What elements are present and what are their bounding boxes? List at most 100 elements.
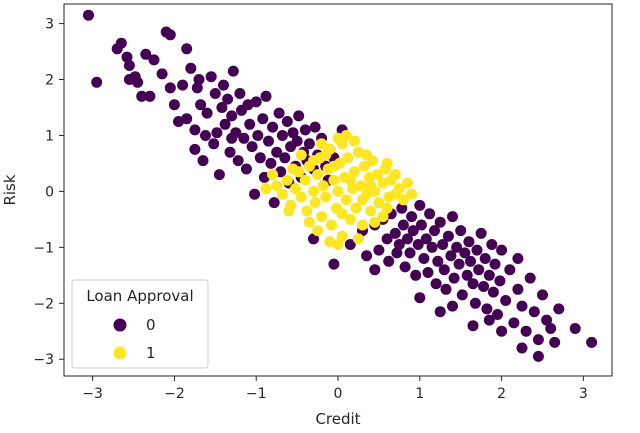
data-point [455,225,467,237]
series-1 [260,130,418,250]
data-point [442,230,454,242]
data-point [317,180,329,192]
data-point [528,306,540,318]
data-point [260,183,272,195]
series-0 [83,9,598,362]
data-point [164,29,176,41]
data-point [453,258,465,270]
data-point [336,208,348,220]
data-point [389,169,401,181]
data-point [181,43,193,55]
data-point [369,216,381,228]
data-point [402,177,413,189]
data-point [406,211,418,223]
data-point [332,239,344,250]
data-point [219,118,231,130]
data-point [434,306,446,318]
data-point [475,227,487,239]
data-point [271,180,283,192]
data-point [424,208,436,220]
data-point [263,135,274,147]
data-point [308,233,319,245]
data-point [312,169,324,181]
data-point [512,253,524,264]
data-point [271,146,283,158]
data-point [492,309,503,320]
legend-label: 0 [146,316,156,334]
data-point [383,255,395,267]
data-point [181,113,193,125]
data-point [451,241,463,253]
data-point [140,48,152,60]
data-point [268,197,280,209]
data-point [586,336,598,348]
x-tick-label: 3 [579,386,588,402]
legend-entry: 0 [113,316,156,334]
data-point [121,51,133,63]
data-point [355,180,367,192]
data-point [287,127,299,139]
data-point [211,127,223,139]
y-axis-label: Risk [1,174,19,205]
data-point [316,211,328,223]
data-point [358,160,370,172]
y-axis-ticks: −3 −2 −1 0 1 2 3 [33,17,64,368]
x-tick-label: −3 [82,386,103,402]
data-point [281,116,293,127]
data-point [344,213,356,225]
data-point [265,157,277,169]
data-point [520,325,532,337]
data-point [136,90,148,102]
data-point [279,152,291,164]
data-point [447,300,458,312]
data-point [326,219,337,231]
data-point [205,71,217,83]
data-point [197,155,209,167]
data-point [410,269,422,281]
data-point [340,130,352,141]
data-point [257,113,269,125]
data-point [479,253,491,264]
data-point [227,65,239,77]
data-point [213,169,225,181]
data-point [473,264,485,276]
data-point [148,54,160,66]
data-point [195,99,207,111]
data-point [320,191,332,203]
x-tick-label: −2 [164,386,185,402]
data-point [309,197,321,209]
data-point [226,132,238,144]
data-point [132,76,144,88]
data-point [437,239,449,250]
data-point [391,247,403,259]
data-point [415,219,427,231]
data-point [350,202,362,214]
legend-marker [113,346,127,360]
data-point [549,336,561,348]
data-point [512,283,524,295]
y-tick-label: −3 [33,352,54,368]
data-point [407,225,419,237]
data-point [369,264,381,276]
data-point [342,152,354,164]
data-point [500,295,512,306]
legend-title: Loan Approval [86,287,193,305]
data-point [418,253,430,264]
y-tick-label: 0 [45,184,54,200]
data-point [281,174,293,186]
data-point [396,202,408,214]
data-point [381,157,393,169]
data-point [276,130,288,141]
data-point [254,152,266,164]
data-point [496,244,508,256]
data-point [340,194,352,206]
data-point [246,141,258,153]
data-point [486,239,498,250]
data-point [494,275,506,287]
x-tick-label: 1 [415,386,424,402]
data-point [381,202,393,214]
data-point [467,278,479,290]
data-point [440,283,452,295]
data-point [553,303,565,315]
